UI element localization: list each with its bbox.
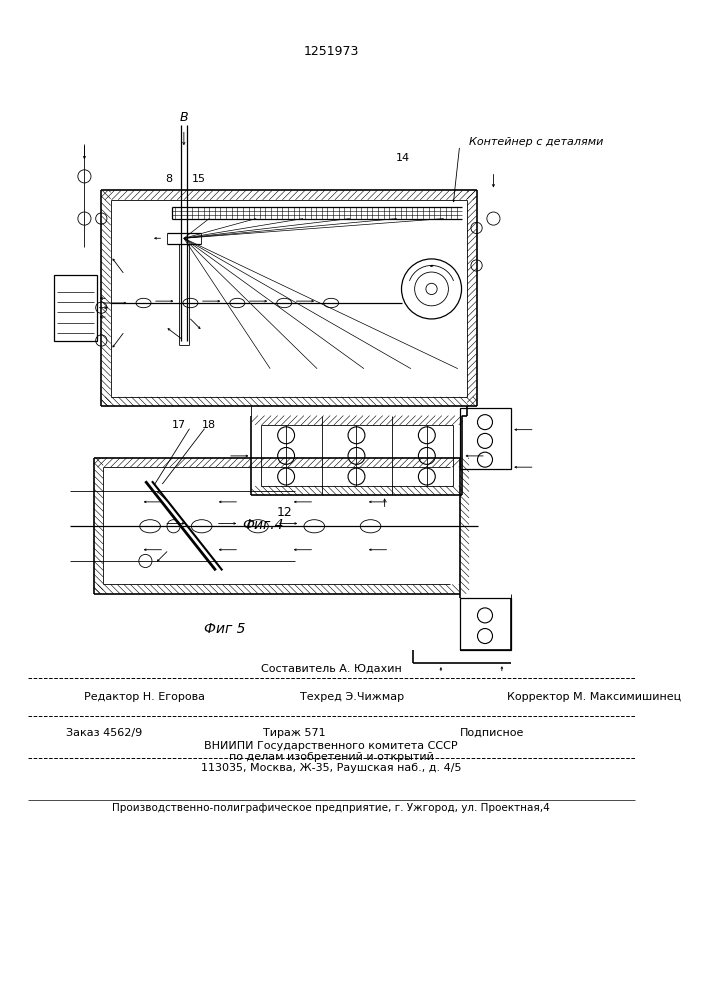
- Bar: [460, 408, 511, 469]
- Text: B: B: [180, 111, 188, 124]
- Text: 15: 15: [192, 174, 205, 184]
- Text: по делам изобретений и открытий: по делам изобретений и открытий: [228, 752, 433, 762]
- Bar: [54, 275, 97, 341]
- Text: Фиг 5: Фиг 5: [204, 622, 246, 636]
- Text: 12: 12: [276, 506, 292, 519]
- Text: Фиг.4: Фиг.4: [242, 518, 284, 532]
- Text: 8: 8: [165, 174, 173, 184]
- Text: 113035, Москва, Ж-35, Раушская наб., д. 4/5: 113035, Москва, Ж-35, Раушская наб., д. …: [201, 763, 462, 773]
- Text: Тираж 571: Тираж 571: [263, 728, 325, 738]
- Bar: [460, 598, 511, 650]
- Text: Подписное: Подписное: [460, 728, 524, 738]
- Text: Производственно-полиграфическое предприятие, г. Ужгород, ул. Проектная,4: Производственно-полиграфическое предприя…: [112, 803, 550, 813]
- Text: Техред Э.Чижмар: Техред Э.Чижмар: [300, 692, 404, 702]
- Text: 17: 17: [172, 420, 186, 430]
- Text: Составитель А. Юдахин: Составитель А. Юдахин: [261, 664, 402, 674]
- Text: Контейнер с деталями: Контейнер с деталями: [469, 137, 603, 147]
- Text: Редактор Н. Егорова: Редактор Н. Егорова: [84, 692, 206, 702]
- Text: Корректор М. Максимишинец: Корректор М. Максимишинец: [507, 692, 681, 702]
- Text: 14: 14: [397, 153, 411, 163]
- Text: 1251973: 1251973: [303, 45, 359, 58]
- Text: Заказ 4562/9: Заказ 4562/9: [66, 728, 142, 738]
- Text: ВНИИПИ Государственного комитета СССР: ВНИИПИ Государственного комитета СССР: [204, 741, 458, 751]
- Text: 18: 18: [201, 420, 216, 430]
